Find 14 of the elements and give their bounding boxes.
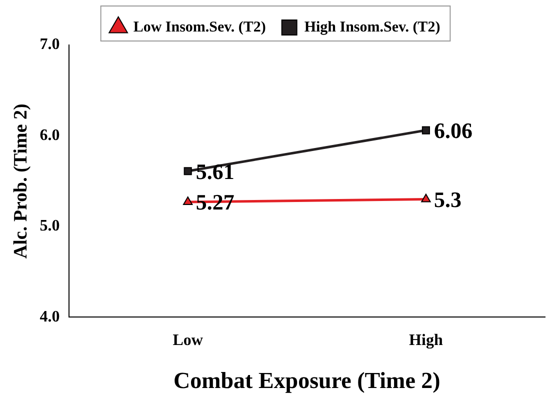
legend-label: Low Insom.Sev. (T2) xyxy=(133,19,266,36)
data-label: 5.3 xyxy=(434,186,462,212)
legend-label: High Insom.Sev. (T2) xyxy=(304,19,440,36)
data-label: 6.06 xyxy=(434,118,472,143)
x-tick-label: High xyxy=(409,332,443,349)
point xyxy=(422,126,430,134)
y-axis-title: Alc. Prob. (Time 2) xyxy=(10,104,32,259)
y-tick-label: 5.0 xyxy=(40,218,60,235)
y-tick-label: 6.0 xyxy=(40,126,60,144)
y-tick-label: 7.0 xyxy=(40,36,60,54)
point xyxy=(184,167,192,176)
y-tick-label: 4.0 xyxy=(40,308,60,326)
x-axis-title: Combat Exposure (Time 2) xyxy=(173,368,440,394)
x-tick-label: Low xyxy=(172,332,204,349)
